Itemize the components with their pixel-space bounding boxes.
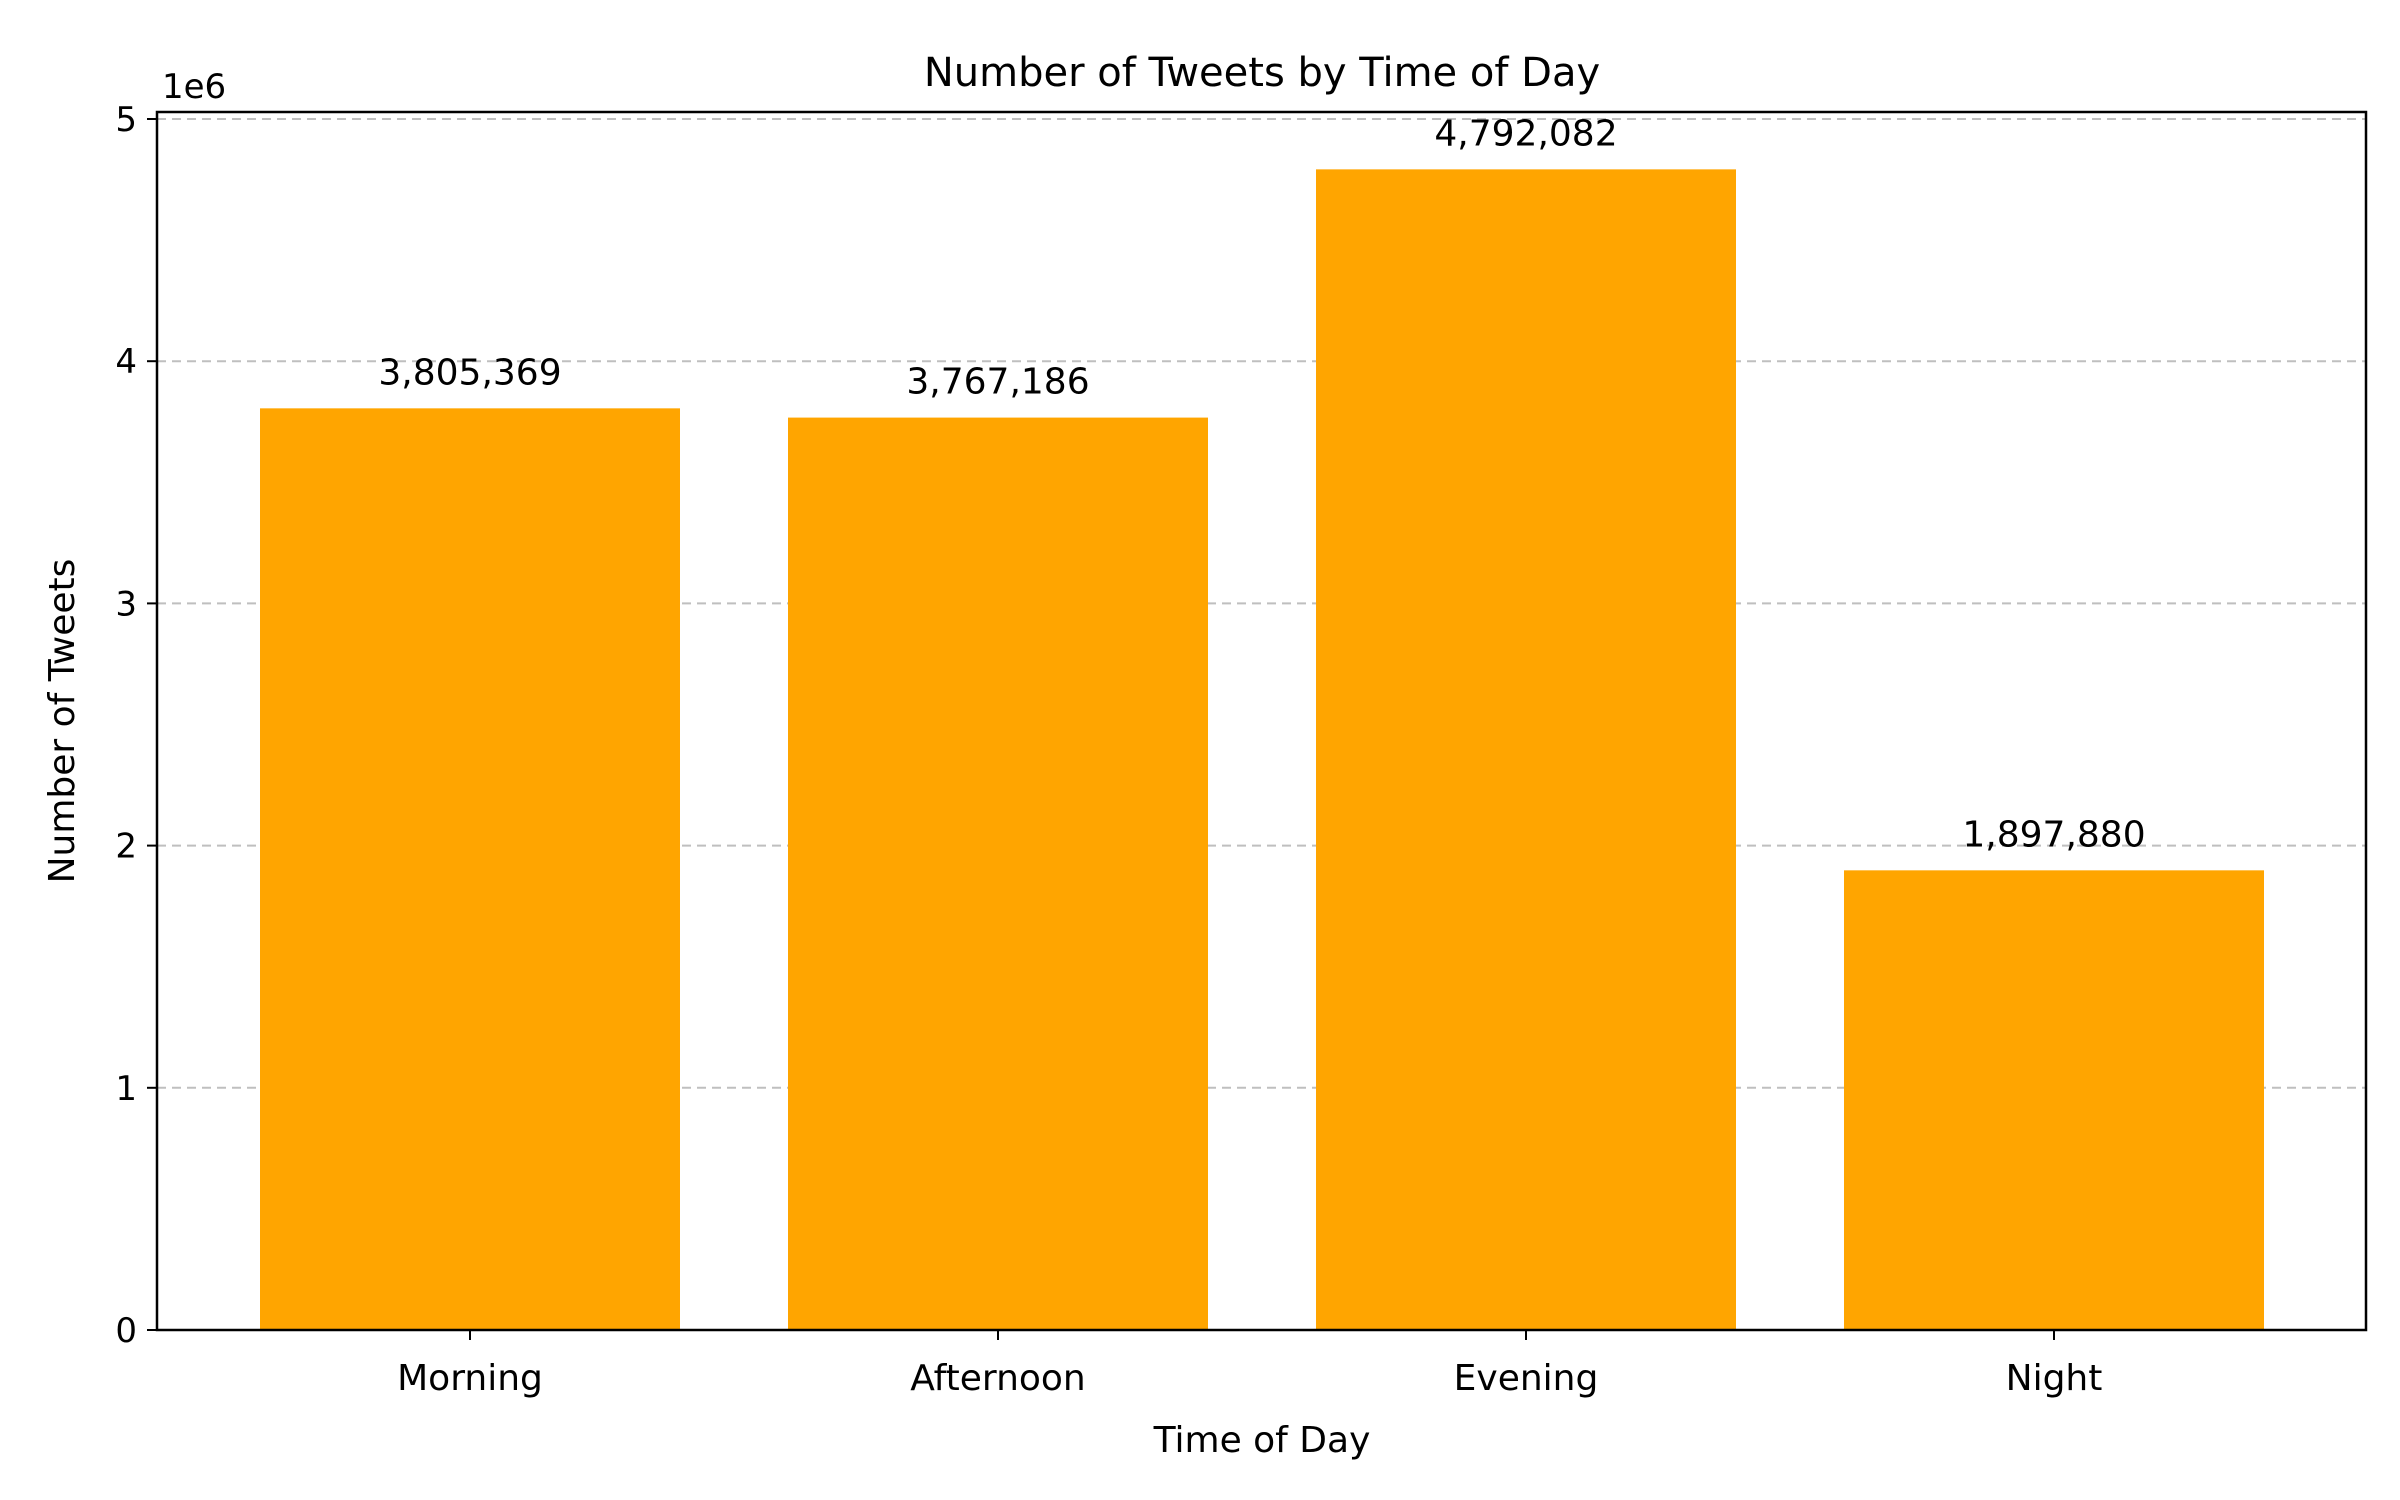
bar-value-label: 4,792,082 (1434, 113, 1617, 154)
y-tick-label: 0 (115, 1311, 137, 1351)
bars (260, 169, 2264, 1331)
bar-value-label: 3,767,186 (906, 362, 1089, 403)
bar-value-label: 3,805,369 (378, 352, 561, 393)
y-axis-label: Number of Tweets (42, 559, 83, 884)
x-tick-label: Morning (397, 1358, 543, 1399)
x-axis-ticks: Morning Afternoon Evening Night (397, 1330, 2102, 1399)
y-tick-label: 1 (115, 1069, 137, 1109)
bar-afternoon (788, 417, 1208, 1331)
y-axis-ticks: 0 1 2 3 4 5 (115, 100, 157, 1351)
y-offset-label: 1e6 (162, 67, 226, 107)
bar-evening (1316, 169, 1736, 1330)
bar-night (1844, 870, 2264, 1330)
y-tick-label: 3 (115, 584, 137, 624)
x-tick-label: Afternoon (910, 1358, 1086, 1399)
x-tick-label: Night (2006, 1358, 2103, 1399)
y-tick-label: 4 (115, 342, 137, 382)
y-tick-label: 2 (115, 827, 137, 867)
x-axis-label: Time of Day (1153, 1420, 1371, 1461)
bar-morning (260, 408, 680, 1331)
y-tick-label: 5 (115, 100, 137, 140)
x-tick-label: Evening (1454, 1358, 1599, 1399)
chart-title: Number of Tweets by Time of Day (924, 50, 1600, 96)
data-labels: 3,805,369 3,767,186 4,792,082 1,897,880 (378, 113, 2145, 855)
bar-value-label: 1,897,880 (1962, 814, 2145, 855)
plot-frame (155, 110, 2368, 1332)
